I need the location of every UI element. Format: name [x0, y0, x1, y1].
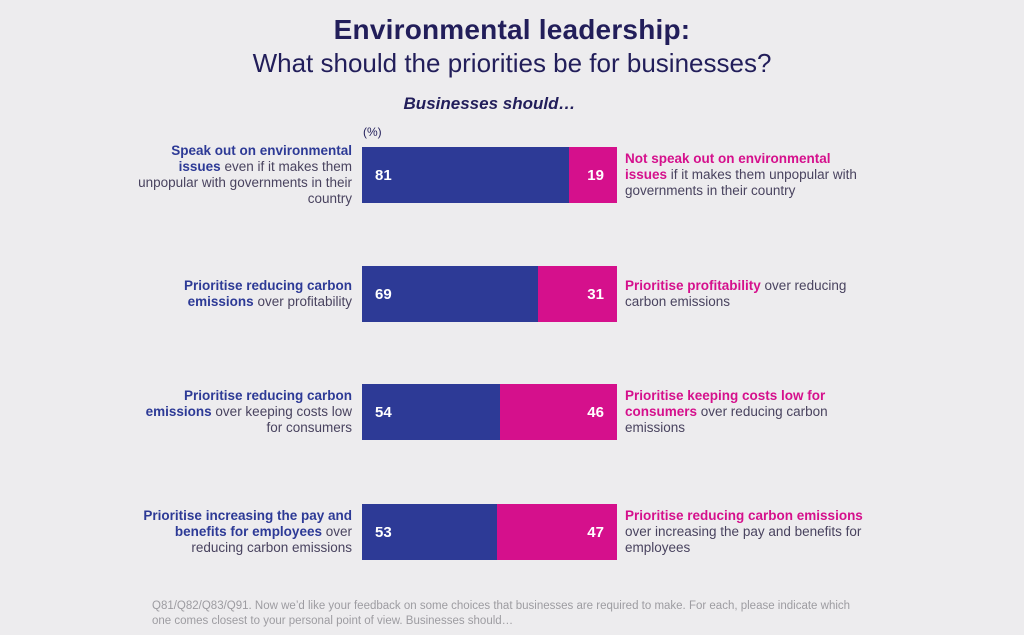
bar-value-left: 54	[375, 403, 392, 421]
bar-segment-pink: 47	[497, 504, 617, 560]
left-option-label-bold: Prioritise increasing the pay and benefi…	[143, 508, 352, 539]
left-option-label-rest: over profitability	[257, 294, 352, 309]
bar-segment-blue: 69	[362, 266, 538, 322]
bar-value-left: 81	[375, 166, 392, 184]
right-option-label: Prioritise keeping costs low for consume…	[625, 388, 863, 436]
bar-row: Prioritise reducing carbon emissions ove…	[0, 266, 1024, 322]
left-option-label-bold: Speak out on environmental issues	[171, 143, 352, 174]
left-option-label: Prioritise reducing carbon emissions ove…	[135, 278, 352, 310]
bar-row: Prioritise reducing carbon emissions ove…	[0, 384, 1024, 440]
left-option-label-rest: over keeping costs low for consumers	[215, 404, 352, 435]
right-option-label-bold: Prioritise keeping costs low for consume…	[625, 388, 826, 419]
bar-segment-blue: 81	[362, 147, 569, 203]
stacked-bar: 54 46	[362, 384, 617, 440]
percent-axis-label: (%)	[363, 125, 382, 139]
chart-subtitle-question: What should the priorities be for busine…	[252, 48, 772, 78]
survey-question-footnote: Q81/Q82/Q83/Q91. Now we’d like your feed…	[152, 600, 851, 627]
right-option-label-bold: Prioritise reducing carbon emissions	[625, 508, 863, 523]
left-option-label-bold: Prioritise reducing carbon emissions	[183, 278, 352, 309]
bar-value-right: 19	[587, 166, 604, 184]
left-option-label: Prioritise reducing carbon emissions ove…	[135, 388, 352, 436]
left-option-label-bold: Prioritise reducing carbon emissions	[145, 388, 352, 419]
bar-value-left: 69	[375, 285, 392, 303]
stacked-bar: 53 47	[362, 504, 617, 560]
bar-value-right: 31	[587, 285, 604, 303]
right-option-label: Not speak out on environmental issues if…	[625, 151, 863, 199]
bar-segment-pink: 46	[499, 384, 617, 440]
bar-segment-blue: 53	[362, 504, 498, 560]
right-option-label: Prioritise profitability over reducing c…	[625, 278, 863, 310]
bar-value-right: 47	[587, 523, 604, 541]
right-option-label-rest: over reducing carbon emissions	[625, 278, 847, 309]
bar-segment-pink: 31	[537, 266, 617, 322]
right-option-label-rest: if it makes them unpopular with governme…	[625, 167, 857, 198]
right-option-label: Prioritise reducing carbon emissions ove…	[625, 508, 863, 556]
right-option-label-rest: over increasing the pay and benefits for…	[625, 524, 862, 555]
chart-lead-in: Businesses should…	[403, 94, 576, 113]
right-option-label-bold: Prioritise profitability	[625, 278, 761, 293]
bar-value-left: 53	[375, 523, 392, 541]
bar-segment-blue: 54	[362, 384, 500, 440]
left-option-label: Speak out on environmental issues even i…	[135, 143, 352, 207]
right-option-label-rest: over reducing carbon emissions	[625, 404, 828, 435]
right-option-label-bold: Not speak out on environmental issues	[625, 151, 831, 182]
left-option-label-rest: over reducing carbon emissions	[191, 524, 352, 555]
bar-row: Speak out on environmental issues even i…	[0, 143, 1024, 206]
bar-row: Prioritise increasing the pay and benefi…	[0, 504, 1024, 560]
stacked-bar: 81 19	[362, 147, 617, 203]
left-option-label-rest: even if it makes them unpopular with gov…	[138, 159, 352, 206]
bar-value-right: 46	[587, 403, 604, 421]
stacked-bar: 69 31	[362, 266, 617, 322]
left-option-label: Prioritise increasing the pay and benefi…	[135, 508, 352, 556]
bar-segment-pink: 19	[568, 147, 617, 203]
chart-title: Environmental leadership:	[333, 14, 691, 45]
